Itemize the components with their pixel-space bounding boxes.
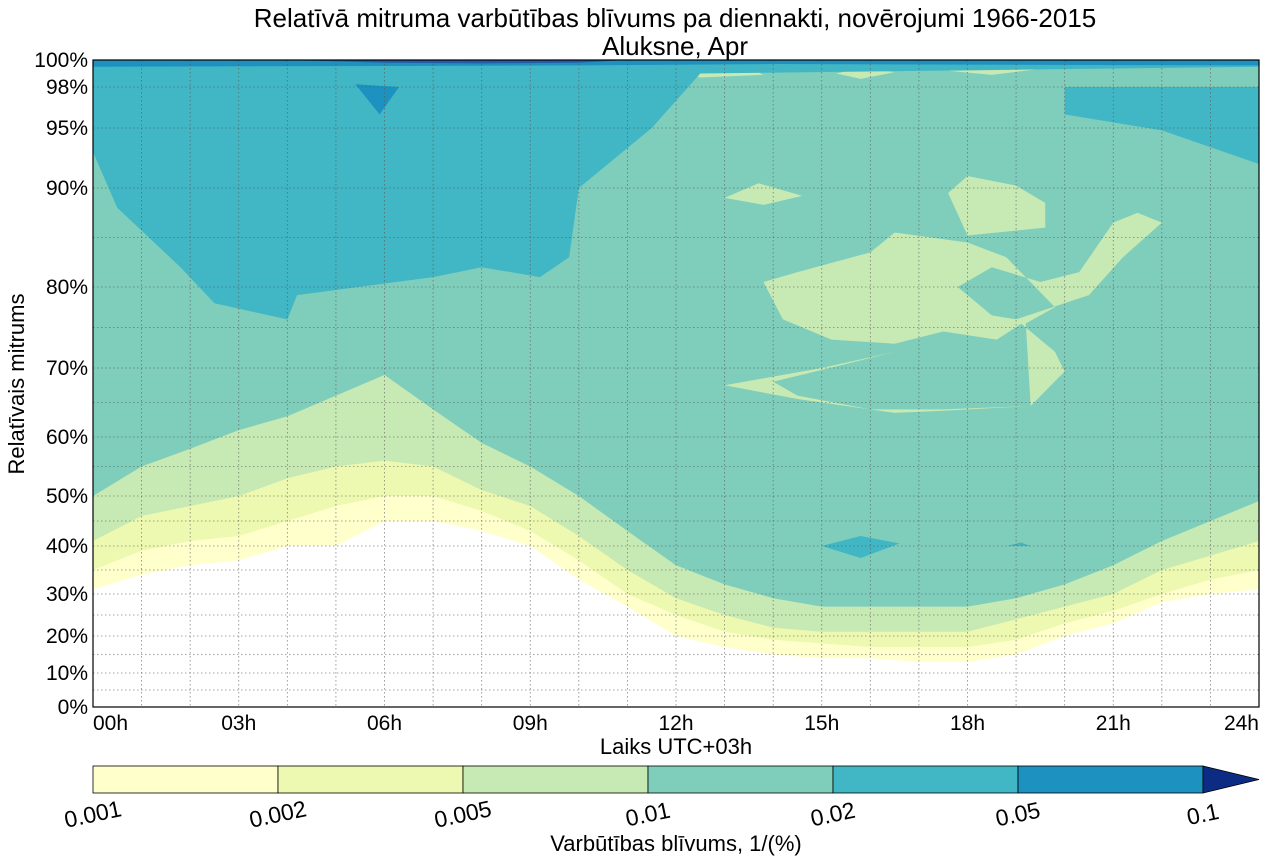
band-0.02-island — [1006, 542, 1031, 546]
colorbar-segment — [647, 765, 834, 794]
colorbar-tick-label: 0.005 — [432, 795, 494, 832]
band-0.005-island — [724, 183, 803, 205]
colorbar-segment — [832, 765, 1019, 794]
colorbar-segment — [1017, 765, 1204, 794]
colorbar-label: Varbūtības blīvums, 1/(%) — [550, 831, 801, 856]
x-axis: 00h 03h 06h 09h 12h 15h 18h 21h 24h — [93, 712, 1259, 735]
colorbar-tick-label: 0.001 — [62, 795, 124, 832]
x-tick-label: 18h — [950, 712, 985, 735]
x-tick-label: 15h — [804, 712, 839, 735]
x-tick-label: 03h — [221, 712, 256, 735]
y-tick-label: 10% — [46, 662, 88, 685]
x-tick-label: 09h — [513, 712, 548, 735]
y-tick-label: 98% — [46, 76, 88, 99]
plot-border — [92, 59, 1260, 708]
y-axis-label: Relatīvais mitrums — [4, 294, 29, 475]
colorbar-extend-arrow — [1202, 765, 1260, 794]
band-0.005-island — [724, 212, 1162, 413]
y-tick-label: 90% — [46, 177, 88, 200]
band-0.005-island — [948, 69, 1036, 75]
y-tick-label: 30% — [46, 583, 88, 606]
colorbar-segment — [277, 765, 464, 794]
x-tick-label: 21h — [1096, 712, 1131, 735]
y-tick-label: 50% — [46, 485, 88, 508]
colorbar-tick-label: 0.02 — [808, 797, 857, 832]
colorbar-segment — [92, 765, 279, 794]
colorbar-tick-label: 0.05 — [993, 797, 1042, 832]
band-0.05-island — [355, 84, 400, 115]
y-tick-label: 100% — [34, 49, 88, 72]
band-0.02 — [1064, 66, 1259, 164]
x-axis-label: Laiks UTC+03h — [600, 734, 752, 759]
x-tick-label: 00h — [93, 712, 128, 735]
band-0.1 — [287, 60, 628, 64]
colorbar: 0.001 0.002 0.005 0.01 0.02 0.05 0.1 — [62, 765, 1260, 833]
y-tick-label: 95% — [46, 117, 88, 140]
colorbar-tick-label: 0.01 — [623, 797, 672, 832]
band-0.005-island — [948, 176, 1046, 236]
y-tick-label: 60% — [46, 426, 88, 449]
y-axis: 0% 10% 20% 30% 40% 50% 60% 70% 80% 90% 95% 98% 100% — [34, 49, 88, 719]
x-tick-label: 24h — [1224, 712, 1259, 735]
y-tick-label: 20% — [46, 625, 88, 648]
chart-subtitle: Aluksne, Apr — [602, 31, 748, 61]
plot-frame — [92, 59, 1260, 708]
y-tick-label: 0% — [58, 696, 88, 719]
colorbar-segment — [462, 765, 649, 794]
x-tick-label: 12h — [658, 712, 693, 735]
colorbar-tick-label: 0.002 — [247, 795, 309, 832]
chart-title: Relatīvā mitruma varbūtības blīvums pa d… — [253, 3, 1097, 33]
band-0.02-island — [821, 536, 900, 558]
y-tick-label: 80% — [46, 276, 88, 299]
y-tick-label: 70% — [46, 357, 88, 380]
x-tick-label: 06h — [367, 712, 402, 735]
colorbar-tick-label: 0.1 — [1184, 798, 1221, 830]
y-tick-label: 40% — [46, 535, 88, 558]
